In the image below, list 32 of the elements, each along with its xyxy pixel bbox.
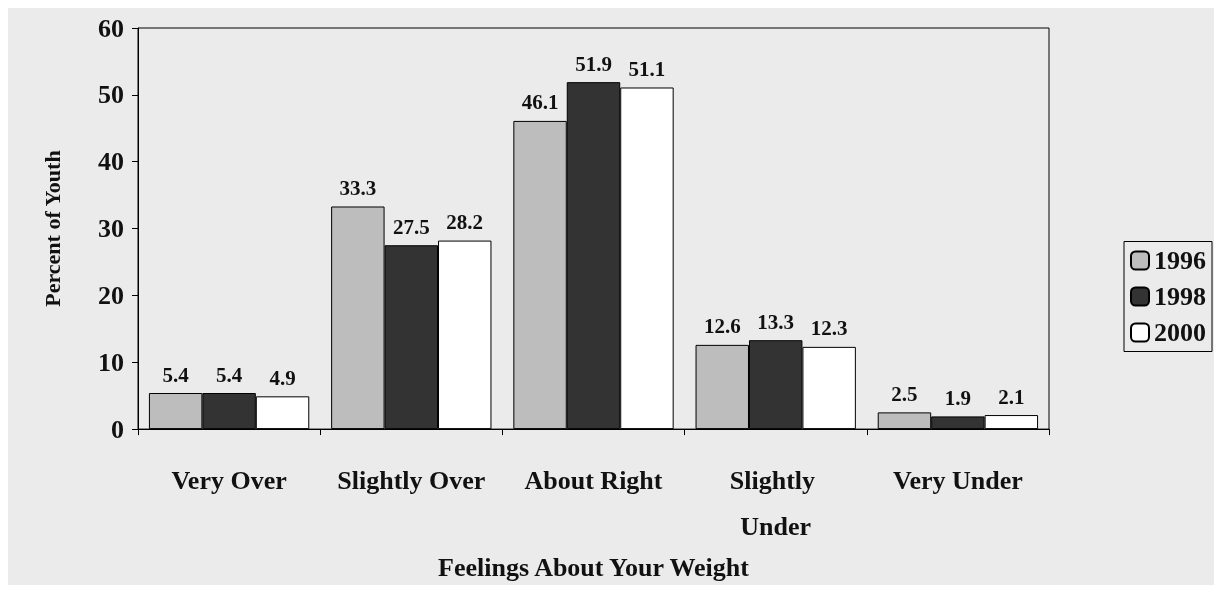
y-tick-label: 20 — [98, 280, 124, 310]
data-label: 4.9 — [269, 365, 296, 390]
data-label: 46.1 — [521, 90, 559, 115]
x-axis-title: Feelings About Your Weight — [438, 552, 750, 582]
x-tick-label: Slightly Over — [337, 465, 486, 495]
data-label: 51.9 — [575, 51, 612, 76]
data-label: 28.2 — [446, 210, 484, 235]
data-label: 33.3 — [339, 175, 377, 200]
y-axis-title: Percent of Youth — [39, 150, 65, 307]
legend-label: 1998 — [1154, 282, 1206, 311]
y-tick-label: 30 — [98, 214, 124, 244]
data-label: 12.6 — [703, 314, 741, 339]
x-tick-label: Very Over — [171, 465, 287, 495]
y-tick-label: 60 — [98, 13, 124, 43]
data-label: 13.3 — [757, 309, 795, 334]
legend-label: 2000 — [1154, 318, 1206, 347]
data-label: 5.4 — [162, 362, 190, 387]
y-tick-label: 40 — [98, 147, 124, 177]
data-label: 1.9 — [944, 385, 972, 410]
y-tick-label: 10 — [98, 347, 124, 377]
x-tick-label: Very Under — [893, 465, 1023, 495]
y-tick-label: 0 — [111, 414, 124, 444]
data-label: 2.5 — [891, 381, 918, 406]
data-label: 2.1 — [998, 384, 1025, 409]
data-label: 5.4 — [215, 362, 243, 387]
data-label: 27.5 — [392, 214, 430, 239]
legend-label: 1996 — [1154, 246, 1206, 275]
x-tick-label: Slightly Under — [729, 465, 822, 541]
y-tick-label: 50 — [98, 80, 124, 110]
data-label: 12.3 — [810, 316, 848, 341]
x-tick-label: About Right — [524, 465, 663, 495]
data-label: 51.1 — [628, 57, 666, 81]
